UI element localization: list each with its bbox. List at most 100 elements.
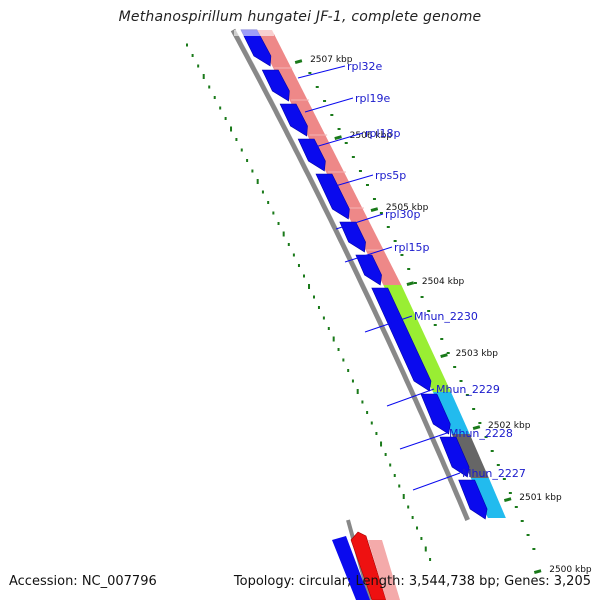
cds-arrow-rpl32e bbox=[261, 69, 290, 102]
minor-tick bbox=[337, 128, 341, 130]
minor-tick bbox=[308, 72, 312, 74]
gene-label-mhun-2229[interactable]: Mhun_2229 bbox=[436, 383, 500, 396]
gc-dot bbox=[337, 348, 340, 351]
kbp-tick-mark bbox=[503, 497, 512, 502]
topology-text: Topology: circular; Length: 3,544,738 bp… bbox=[233, 574, 591, 589]
gc-dot bbox=[219, 106, 222, 110]
minor-tick bbox=[330, 114, 334, 116]
cds-arrow-mhun-2228 bbox=[439, 436, 470, 478]
cds-arrow-mhun-2229 bbox=[420, 393, 451, 435]
map-title: Methanospirillum hungatei JF-1, complete… bbox=[118, 9, 482, 25]
gene-label-rps5p[interactable]: rps5p bbox=[375, 169, 406, 182]
cds-arrow-rpl15p bbox=[355, 254, 382, 286]
gc-dot bbox=[302, 274, 305, 278]
gc-dot bbox=[366, 411, 369, 414]
minor-tick bbox=[386, 226, 390, 228]
gc-dot bbox=[208, 85, 211, 89]
gene-leader-line bbox=[297, 65, 346, 79]
minor-tick bbox=[365, 184, 369, 186]
gene-leader-line bbox=[314, 132, 364, 148]
minor-tick bbox=[344, 142, 348, 144]
cds-arrow-rpl30p bbox=[339, 221, 366, 253]
minor-tick bbox=[478, 422, 482, 424]
gc-dot bbox=[407, 505, 410, 509]
gc-dot bbox=[197, 64, 200, 68]
gene-labels: rpl32e rpl19e rpl18p rps5p rpl30p rpl15p Mhun_… bbox=[297, 60, 526, 491]
minor-tick bbox=[407, 268, 411, 270]
minor-tick bbox=[490, 450, 494, 452]
feature-mhun-2227 bbox=[470, 478, 506, 518]
cds-arrow-partial bbox=[332, 536, 370, 600]
gc-dot bbox=[240, 148, 243, 152]
backbone-highlight bbox=[235, 29, 505, 600]
ribosomal-partial bbox=[368, 540, 400, 600]
feature-mhun-2229 bbox=[432, 392, 470, 434]
gc-dot bbox=[375, 432, 378, 435]
minor-tick bbox=[526, 534, 530, 536]
kbp-tick-mark bbox=[533, 569, 542, 574]
gene-leader-line bbox=[324, 174, 374, 190]
minor-tick bbox=[379, 212, 383, 214]
kbp-tick-mark bbox=[406, 281, 415, 286]
gc-dot bbox=[361, 400, 364, 404]
gc-dot bbox=[402, 494, 405, 499]
minor-tick bbox=[514, 506, 518, 508]
gene-label-rpl32e[interactable]: rpl32e bbox=[347, 60, 383, 73]
gc-dot bbox=[224, 117, 227, 120]
minor-tick bbox=[459, 380, 463, 382]
cds-arrow-rpl18p bbox=[297, 138, 326, 172]
cds-arrow-mhun-2227 bbox=[458, 479, 488, 520]
minor-tick bbox=[323, 100, 327, 102]
gene-leader-line bbox=[304, 97, 354, 113]
gc-dot bbox=[277, 222, 280, 225]
minor-tick bbox=[532, 548, 536, 550]
minor-tick bbox=[427, 310, 431, 312]
gc-dot bbox=[327, 327, 330, 330]
kbp-tick-label: 2503 kbp bbox=[456, 349, 499, 359]
gc-dot bbox=[256, 179, 259, 184]
minor-tick bbox=[433, 324, 437, 326]
gene-leader-line bbox=[386, 388, 435, 407]
gc-dot bbox=[356, 389, 359, 394]
gene-label-rpl15p[interactable]: rpl15p bbox=[394, 241, 430, 254]
gene-label-mhun-2227[interactable]: Mhun_2227 bbox=[462, 467, 526, 480]
gene-leader-line bbox=[335, 213, 384, 230]
gc-dot bbox=[398, 484, 401, 488]
kbp-tick-label: 2502 kbp bbox=[488, 421, 531, 431]
gene-label-mhun-2230[interactable]: Mhun_2230 bbox=[414, 310, 478, 323]
gc-dot bbox=[272, 211, 275, 215]
gc-dot bbox=[411, 516, 414, 519]
gc-dot bbox=[251, 169, 254, 173]
gc-dot bbox=[235, 138, 238, 141]
gc-dot bbox=[186, 43, 188, 47]
minor-tick bbox=[393, 240, 397, 242]
kbp-ticks: 2507 kbp 2506 kbp 2505 kbp 2504 kbp 2503 kbp… bbox=[294, 55, 592, 575]
gc-dot bbox=[384, 453, 387, 456]
gene-leader-line bbox=[412, 472, 461, 491]
gc-dot bbox=[202, 74, 205, 79]
kbp-tick-mark bbox=[440, 353, 448, 358]
gc-dot bbox=[429, 558, 432, 561]
gc-dot bbox=[317, 306, 320, 309]
gc-dot bbox=[416, 526, 419, 530]
kbp-tick-mark bbox=[294, 59, 303, 64]
gene-label-rpl18p[interactable]: rpl18p bbox=[365, 127, 401, 140]
gc-dot bbox=[351, 379, 354, 383]
cds-arrow-rpl19e bbox=[279, 103, 308, 137]
gene-label-mhun-2228[interactable]: Mhun_2228 bbox=[449, 427, 513, 440]
gc-dot bbox=[424, 546, 427, 552]
gene-label-rpl19e[interactable]: rpl19e bbox=[355, 92, 391, 105]
kbp-tick-label: 2505 kbp bbox=[386, 203, 429, 213]
minor-tick bbox=[440, 338, 444, 340]
gc-skew-dots bbox=[186, 43, 432, 561]
gene-label-rpl30p[interactable]: rpl30p bbox=[385, 208, 421, 221]
minor-tick bbox=[496, 464, 500, 466]
minor-tick bbox=[508, 492, 512, 494]
gc-dot bbox=[389, 463, 392, 467]
minor-tick bbox=[502, 478, 506, 480]
gc-dot bbox=[370, 421, 373, 425]
minor-tick bbox=[413, 282, 417, 284]
gc-dot bbox=[246, 159, 249, 162]
gc-dot bbox=[380, 441, 383, 447]
